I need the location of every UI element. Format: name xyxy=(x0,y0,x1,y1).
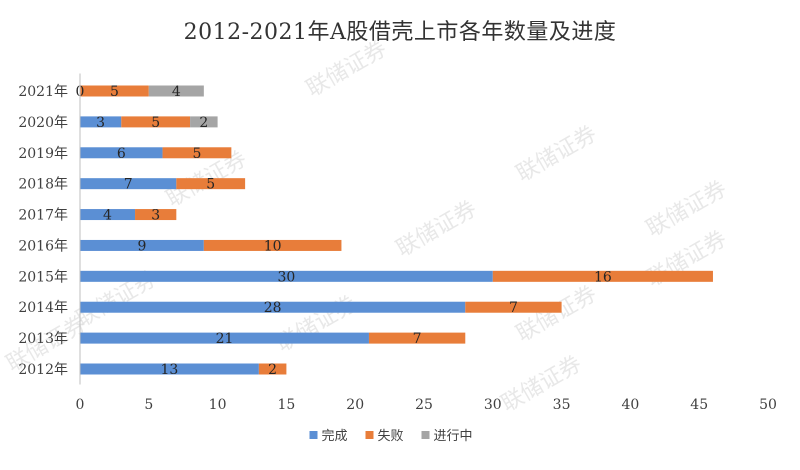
x-tick-label: 5 xyxy=(144,397,153,413)
legend-label: 完成 xyxy=(322,429,348,444)
data-label: 2 xyxy=(268,362,277,378)
legend-swatch xyxy=(421,431,430,439)
data-label: 5 xyxy=(151,115,160,131)
bar-segment xyxy=(148,85,204,97)
legend-swatch xyxy=(309,431,318,439)
watermark-text: 联储证券 xyxy=(272,292,361,358)
watermark-text: 联储证券 xyxy=(512,122,601,188)
legend-label: 进行中 xyxy=(434,429,473,444)
watermark-text: 联储证券 xyxy=(392,197,481,263)
data-label: 3 xyxy=(151,208,160,224)
x-tick-label: 25 xyxy=(415,397,433,413)
bar-segment xyxy=(465,301,562,313)
y-tick-label: 2014年 xyxy=(18,300,68,316)
x-tick-label: 45 xyxy=(690,397,708,413)
data-label: 5 xyxy=(192,146,201,162)
bar-segment xyxy=(80,85,149,97)
y-tick-label: 2018年 xyxy=(18,177,68,193)
bar-segment xyxy=(162,147,232,159)
legend-swatch xyxy=(365,431,374,439)
data-label: 16 xyxy=(594,269,612,285)
bar-segment xyxy=(190,116,218,128)
x-tick-label: 0 xyxy=(76,397,85,413)
chart-title: 2012-2021年A股借壳上市各年数量及进度 xyxy=(183,20,617,45)
bar-segment xyxy=(176,178,246,190)
data-label: 7 xyxy=(124,177,133,193)
data-label: 21 xyxy=(216,331,234,347)
bar-segment xyxy=(80,178,177,190)
watermark-text: 联储证券 xyxy=(512,282,601,348)
legend-label: 失败 xyxy=(378,429,404,444)
x-tick-label: 10 xyxy=(209,397,227,413)
data-label: 7 xyxy=(413,331,422,347)
x-tick-label: 50 xyxy=(759,397,777,413)
bar-segment xyxy=(258,363,287,375)
bar-segment xyxy=(80,116,122,128)
data-label: 7 xyxy=(509,300,518,316)
data-label: 13 xyxy=(161,362,179,378)
legend-layer: 完成 失败 进行中 xyxy=(309,429,473,444)
y-tick-label: 2016年 xyxy=(18,238,68,254)
bars-layer xyxy=(80,85,713,375)
y-tick-label: 2017年 xyxy=(18,208,68,224)
data-label: 5 xyxy=(110,84,119,100)
y-tick-label: 2020年 xyxy=(18,115,68,131)
data-label: 6 xyxy=(117,146,126,162)
data-label: 28 xyxy=(264,300,282,316)
bar-segment xyxy=(80,270,493,282)
axis-layer: 2012年 2013年 2014年 2015年 2016年 2017年 2018年 2019年… xyxy=(18,73,777,413)
bar-segment xyxy=(492,270,713,282)
watermark-text: 联储证券 xyxy=(302,37,391,103)
y-tick-label: 2013年 xyxy=(18,331,68,347)
data-label: 2 xyxy=(199,115,208,131)
bar-segment xyxy=(80,301,466,313)
data-label: 3 xyxy=(96,115,105,131)
bar-segment xyxy=(80,332,369,344)
data-label: 30 xyxy=(277,269,295,285)
y-tick-label: 2019年 xyxy=(18,146,68,162)
bar-segment xyxy=(80,147,163,159)
data-label: 4 xyxy=(103,208,112,224)
bar-segment xyxy=(203,239,342,251)
bar-segment xyxy=(80,239,204,251)
x-tick-label: 15 xyxy=(277,397,295,413)
bar-segment xyxy=(368,332,466,344)
x-tick-label: 30 xyxy=(484,397,502,413)
watermark-text: 联储证券 xyxy=(497,352,586,418)
x-tick-label: 40 xyxy=(621,397,639,413)
bar-segment xyxy=(80,363,259,375)
data-label: 10 xyxy=(264,238,282,254)
y-tick-label: 2021年 xyxy=(18,84,68,100)
data-label: 9 xyxy=(137,238,146,254)
y-tick-label: 2015年 xyxy=(18,269,68,285)
data-label: 4 xyxy=(172,84,181,100)
bar-segment xyxy=(80,209,136,221)
x-tick-label: 20 xyxy=(346,397,364,413)
y-tick-label: 2012年 xyxy=(18,362,68,378)
data-label: 5 xyxy=(206,177,215,193)
x-tick-label: 35 xyxy=(553,397,571,413)
bar-segment xyxy=(121,116,191,128)
bar-segment xyxy=(135,209,177,221)
